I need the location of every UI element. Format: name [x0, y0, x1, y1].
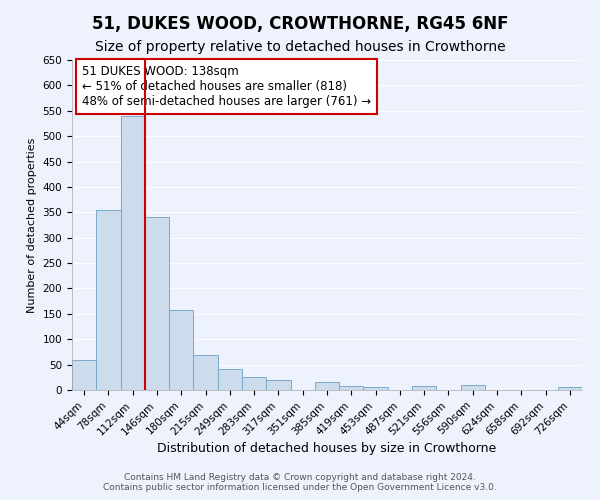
- Text: 51, DUKES WOOD, CROWTHORNE, RG45 6NF: 51, DUKES WOOD, CROWTHORNE, RG45 6NF: [92, 15, 508, 33]
- Bar: [242, 378, 266, 390]
- X-axis label: Distribution of detached houses by size in Crowthorne: Distribution of detached houses by size …: [157, 442, 497, 455]
- Text: Contains HM Land Registry data © Crown copyright and database right 2024.
Contai: Contains HM Land Registry data © Crown c…: [103, 473, 497, 492]
- Bar: [72, 360, 96, 390]
- Bar: [145, 218, 169, 390]
- Bar: [266, 380, 290, 390]
- Bar: [121, 116, 145, 390]
- Bar: [169, 310, 193, 390]
- Bar: [412, 386, 436, 390]
- Bar: [96, 210, 121, 390]
- Bar: [558, 388, 582, 390]
- Bar: [339, 386, 364, 390]
- Text: 51 DUKES WOOD: 138sqm
← 51% of detached houses are smaller (818)
48% of semi-det: 51 DUKES WOOD: 138sqm ← 51% of detached …: [82, 65, 371, 108]
- Bar: [193, 356, 218, 390]
- Bar: [364, 388, 388, 390]
- Bar: [218, 368, 242, 390]
- Text: Size of property relative to detached houses in Crowthorne: Size of property relative to detached ho…: [95, 40, 505, 54]
- Y-axis label: Number of detached properties: Number of detached properties: [27, 138, 37, 312]
- Bar: [315, 382, 339, 390]
- Bar: [461, 385, 485, 390]
